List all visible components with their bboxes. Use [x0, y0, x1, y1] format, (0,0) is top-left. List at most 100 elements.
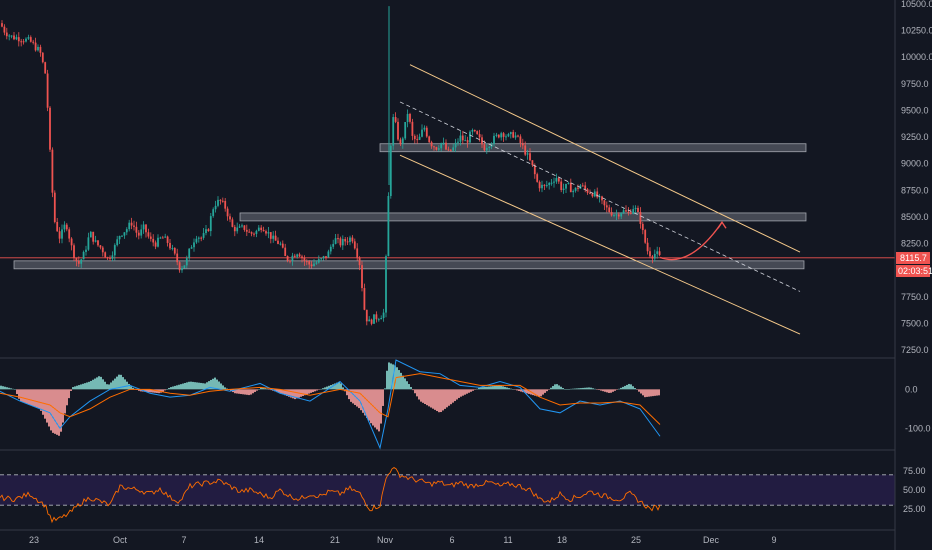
macd-histogram-bar	[442, 389, 444, 411]
candle-body	[183, 265, 186, 269]
macd-histogram-bar	[508, 388, 510, 390]
macd-histogram-bar	[438, 389, 440, 413]
macd-histogram-bar	[644, 389, 646, 398]
macd-histogram-bar	[638, 389, 640, 392]
macd-histogram-bar	[240, 389, 242, 395]
candle-body	[286, 256, 289, 261]
candle-body	[507, 134, 510, 137]
candle-body	[229, 216, 231, 220]
candle-body	[658, 251, 661, 256]
macd-histogram-bar	[582, 387, 584, 390]
rsi-tick-label: 75.00	[903, 466, 926, 476]
time-tick-label: Nov	[377, 535, 394, 545]
candle-body	[49, 107, 51, 150]
candle-body	[250, 232, 253, 234]
candle-body	[459, 135, 462, 142]
candle-body	[70, 238, 73, 246]
candle-body	[452, 147, 455, 151]
last-price-label: 8115.7	[900, 253, 927, 263]
macd-histogram-bar	[82, 383, 84, 390]
candle-body	[625, 210, 627, 212]
macd-histogram-bar	[532, 389, 534, 396]
candle-body	[104, 252, 107, 258]
macd-histogram-bar	[68, 389, 70, 399]
candle-body	[349, 237, 351, 242]
candle-body	[106, 257, 109, 259]
macd-histogram-bar	[296, 389, 298, 399]
candle-body	[269, 232, 272, 239]
candle-body	[308, 261, 311, 265]
macd-histogram-bar	[108, 384, 110, 390]
macd-histogram-bar	[178, 384, 180, 390]
macd-histogram-bar	[630, 384, 632, 390]
candle-body	[449, 149, 452, 151]
candle-body	[190, 247, 193, 249]
macd-histogram-bar	[186, 382, 188, 390]
candle-body	[142, 224, 145, 230]
macd-histogram-bar	[194, 382, 196, 390]
candle-body	[656, 251, 659, 254]
macd-histogram-bar	[502, 386, 504, 390]
macd-histogram-bar	[382, 389, 384, 406]
macd-histogram-bar	[222, 385, 224, 390]
candle-body	[337, 238, 339, 240]
macd-histogram-bar	[632, 386, 634, 390]
macd-histogram-bar	[520, 389, 522, 392]
price-tick-label: 9250.0	[901, 132, 929, 142]
macd-histogram-bar	[434, 389, 436, 410]
macd-histogram-bar	[562, 388, 564, 390]
candle-body	[555, 178, 558, 182]
projection-arrow	[659, 221, 723, 261]
macd-histogram-bar	[114, 378, 116, 390]
candle-body	[260, 227, 263, 231]
macd-histogram-bar	[116, 376, 118, 390]
channel-lower-line	[399, 154, 801, 335]
countdown-badge	[896, 265, 930, 277]
candle-body	[413, 135, 416, 140]
candle-body	[17, 37, 20, 42]
macd-histogram-bar	[176, 385, 178, 390]
macd-histogram-bar	[152, 389, 154, 393]
candle-body	[128, 222, 131, 230]
candle-body	[22, 41, 25, 43]
macd-histogram-bar	[504, 386, 506, 390]
macd-histogram-bar	[14, 389, 16, 390]
macd-histogram-bar	[66, 389, 68, 406]
macd-histogram-bar	[536, 389, 538, 397]
candle-body	[529, 153, 531, 161]
last-price-badge	[896, 252, 930, 264]
candle-body	[197, 237, 200, 239]
candle-body	[351, 237, 354, 242]
macd-histogram-bar	[650, 389, 652, 397]
macd-histogram-bar	[22, 389, 24, 403]
macd-histogram-bar	[154, 389, 156, 393]
candle-body	[202, 233, 205, 238]
candle-body	[169, 242, 171, 249]
candle-body	[320, 258, 323, 260]
macd-histogram-bar	[10, 388, 12, 390]
candle-body	[464, 140, 467, 142]
candle-body	[209, 216, 212, 232]
macd-histogram-bar	[410, 386, 412, 390]
macd-histogram-bar	[270, 389, 272, 391]
candle-body	[469, 131, 471, 143]
macd-histogram-bar	[428, 389, 430, 407]
macd-histogram-bar	[412, 389, 414, 391]
macd-histogram-bar	[628, 383, 630, 390]
macd-histogram-bar	[620, 387, 622, 390]
macd-histogram-bar	[542, 389, 544, 395]
candle-body	[154, 242, 157, 247]
candle-body	[176, 253, 179, 263]
macd-histogram-bar	[440, 389, 442, 413]
candle-body	[536, 174, 539, 182]
rsi-band-group	[0, 474, 895, 506]
time-tick-label: 9	[771, 535, 776, 545]
time-tick-label: 11	[503, 535, 512, 545]
macd-histogram-bar	[188, 381, 190, 390]
sr-zone-0	[379, 143, 807, 153]
macd-histogram-bar	[482, 387, 484, 390]
candle-body	[3, 26, 6, 33]
rsi-line	[0, 467, 661, 524]
candle-body	[152, 238, 155, 243]
